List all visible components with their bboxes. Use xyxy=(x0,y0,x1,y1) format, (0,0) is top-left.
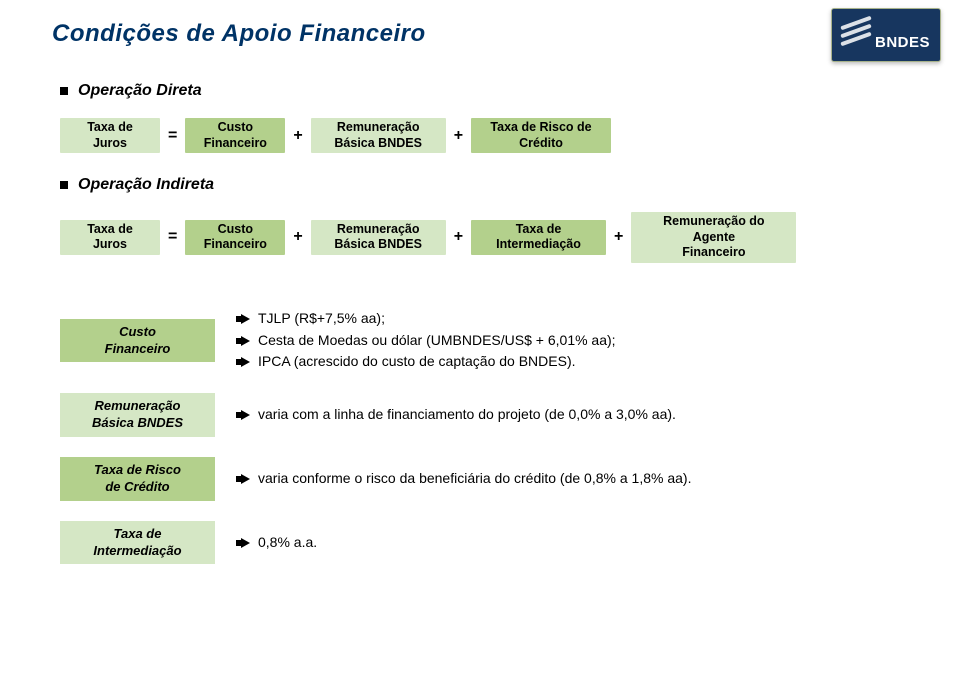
arrow-bullet-icon xyxy=(241,538,250,548)
bullet-text: IPCA (acrescido do custo de captação do … xyxy=(258,353,576,369)
chip-custo-financeiro: Custo Financeiro xyxy=(185,118,285,153)
bullet-text: Cesta de Moedas ou dólar (UMBNDES/US$ + … xyxy=(258,332,616,348)
term-row-custo-financeiro: Custo Financeiro TJLP (R$+7,5% aa); Cest… xyxy=(60,308,691,373)
term-label-taxa-intermediacao: Taxa de Intermediação xyxy=(60,521,215,565)
equals-sign: = xyxy=(160,127,185,145)
logo-text: BNDES xyxy=(875,34,930,51)
chip-taxa-intermediacao: Taxa de Intermediação xyxy=(471,220,606,255)
bullet-text: varia conforme o risco da beneficiária d… xyxy=(258,470,691,486)
chip-remuneracao-basica: Remuneração Básica BNDES xyxy=(311,220,446,255)
chip-taxa-juros: Taxa de Juros xyxy=(60,118,160,153)
chip-remuneracao-agente: Remuneração do Agente Financeiro xyxy=(631,212,796,263)
plus-sign: + xyxy=(446,127,471,145)
arrow-bullet-icon xyxy=(241,336,250,346)
term-definitions: Custo Financeiro TJLP (R$+7,5% aa); Cest… xyxy=(60,308,691,584)
term-body-custo-financeiro: TJLP (R$+7,5% aa); Cesta de Moedas ou dó… xyxy=(241,308,616,373)
square-bullet-icon xyxy=(60,181,68,189)
term-row-remuneracao-basica: Remuneração Básica BNDES varia com a lin… xyxy=(60,393,691,437)
term-row-taxa-intermediacao: Taxa de Intermediação 0,8% a.a. xyxy=(60,521,691,565)
section-label: Operação Indireta xyxy=(78,176,214,193)
term-label-remuneracao-basica: Remuneração Básica BNDES xyxy=(60,393,215,437)
bullet-text: TJLP (R$+7,5% aa); xyxy=(258,310,385,326)
logo-brand-mark xyxy=(840,19,870,49)
bullet-text: 0,8% a.a. xyxy=(258,534,317,550)
bndes-logo: BNDES xyxy=(831,8,941,62)
arrow-bullet-icon xyxy=(241,410,250,420)
term-body-taxa-intermediacao: 0,8% a.a. xyxy=(241,532,317,554)
term-body-remuneracao-basica: varia com a linha de financiamento do pr… xyxy=(241,404,676,426)
section-label: Operação Direta xyxy=(78,82,202,99)
plus-sign: + xyxy=(606,228,631,246)
plus-sign: + xyxy=(285,228,310,246)
term-label-custo-financeiro: Custo Financeiro xyxy=(60,319,215,363)
plus-sign: + xyxy=(446,228,471,246)
arrow-bullet-icon xyxy=(241,474,250,484)
formula-operacao-direta: Taxa de Juros = Custo Financeiro + Remun… xyxy=(60,118,611,153)
arrow-bullet-icon xyxy=(241,357,250,367)
square-bullet-icon xyxy=(60,87,68,95)
term-body-taxa-risco-credito: varia conforme o risco da beneficiária d… xyxy=(241,468,691,490)
arrow-bullet-icon xyxy=(241,314,250,324)
chip-remuneracao-basica: Remuneração Básica BNDES xyxy=(311,118,446,153)
chip-custo-financeiro: Custo Financeiro xyxy=(185,220,285,255)
slide: BNDES Condições de Apoio Financeiro Oper… xyxy=(0,0,959,686)
term-row-taxa-risco-credito: Taxa de Risco de Crédito varia conforme … xyxy=(60,457,691,501)
page-title: Condições de Apoio Financeiro xyxy=(52,20,426,48)
equals-sign: = xyxy=(160,228,185,246)
term-label-taxa-risco-credito: Taxa de Risco de Crédito xyxy=(60,457,215,501)
formula-operacao-indireta: Taxa de Juros = Custo Financeiro + Remun… xyxy=(60,212,796,263)
section-heading-operacao-indireta: Operação Indireta xyxy=(60,176,214,194)
chip-taxa-juros: Taxa de Juros xyxy=(60,220,160,255)
section-heading-operacao-direta: Operação Direta xyxy=(60,82,202,100)
chip-taxa-risco-credito: Taxa de Risco de Crédito xyxy=(471,118,611,153)
plus-sign: + xyxy=(285,127,310,145)
bullet-text: varia com a linha de financiamento do pr… xyxy=(258,406,676,422)
